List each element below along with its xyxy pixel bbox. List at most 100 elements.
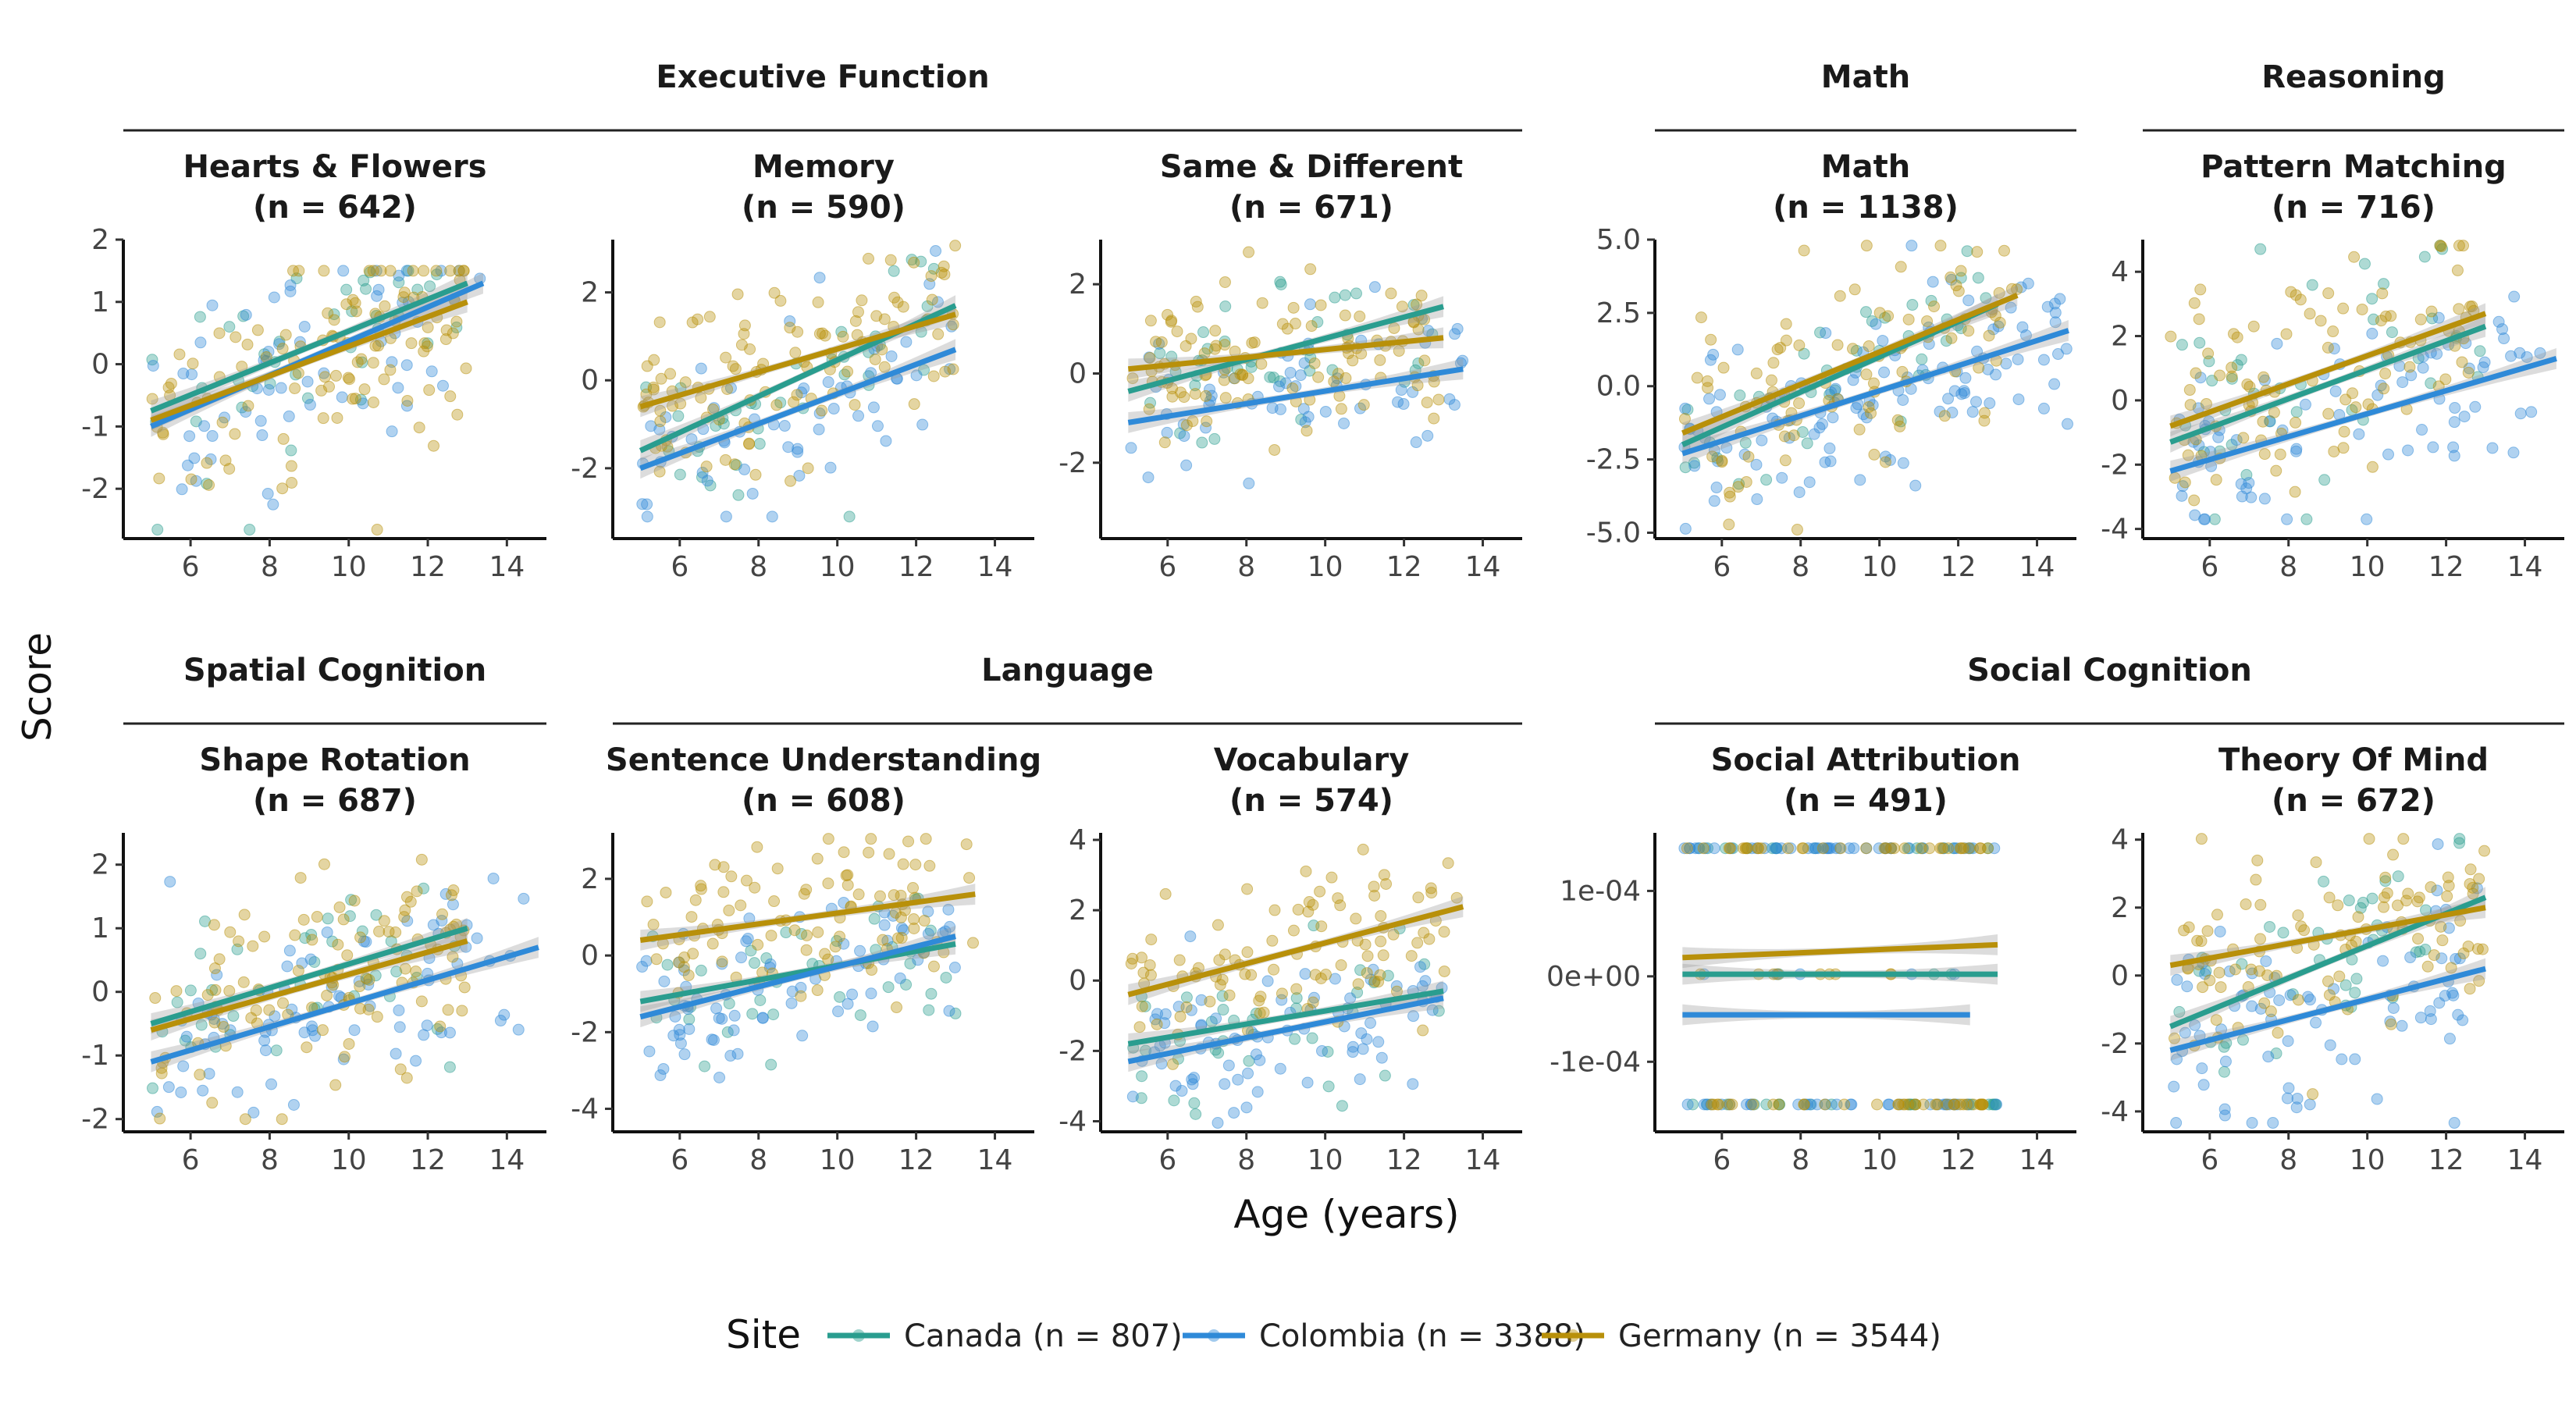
data-point	[494, 1015, 507, 1027]
data-point	[2350, 401, 2362, 414]
data-point	[2005, 301, 2017, 314]
data-point	[211, 969, 223, 981]
data-point	[1187, 415, 1199, 428]
data-point	[1305, 320, 1318, 333]
data-point	[424, 280, 436, 293]
data-point	[1703, 393, 1716, 405]
data-point	[1190, 295, 1202, 308]
data-point	[2165, 330, 2177, 343]
data-point	[1962, 842, 1975, 855]
data-point	[2199, 513, 2211, 525]
legend-title: Site	[726, 1312, 801, 1357]
data-point	[1374, 354, 1386, 366]
data-point	[849, 399, 861, 411]
data-point	[2019, 329, 2032, 342]
y-tick-label: 0	[2111, 960, 2129, 992]
data-point	[1438, 926, 1450, 938]
x-tick-label: 14	[2507, 1144, 2543, 1176]
data-point	[1704, 354, 1717, 366]
fit-line-germany	[2169, 905, 2486, 969]
data-point	[279, 329, 292, 341]
data-point	[1407, 1078, 1419, 1090]
panel-title: Hearts & Flowers	[183, 149, 486, 185]
data-point	[873, 890, 886, 902]
data-point	[2366, 293, 2379, 305]
y-tick-label: -2	[81, 1104, 109, 1136]
data-point	[1934, 240, 1947, 252]
data-point	[1166, 1058, 1179, 1070]
data-point	[2179, 476, 2191, 489]
x-tick-label: 10	[2350, 1144, 2386, 1176]
data-point	[194, 1069, 206, 1081]
data-point	[283, 410, 295, 422]
data-point	[1197, 326, 1210, 339]
data-point	[154, 1112, 166, 1125]
data-point	[440, 324, 453, 336]
data-point	[949, 1007, 962, 1019]
data-point	[1819, 1098, 1831, 1111]
data-point	[1136, 1000, 1148, 1012]
data-point	[2285, 286, 2297, 298]
data-point	[1284, 366, 1297, 379]
data-point	[819, 948, 831, 960]
data-point	[2464, 863, 2477, 876]
data-point	[1190, 1108, 1202, 1120]
data-point	[1218, 374, 1230, 386]
data-point	[1303, 896, 1315, 909]
fit-line-germany	[639, 311, 957, 410]
data-point	[1162, 308, 1174, 321]
data-point	[849, 315, 862, 327]
data-point	[754, 994, 767, 1006]
data-point	[1710, 482, 1723, 494]
data-point	[435, 265, 447, 277]
data-point	[2353, 428, 2365, 440]
data-point	[1268, 963, 1280, 976]
data-point	[738, 319, 751, 332]
data-point	[1450, 891, 1463, 904]
data-point	[1793, 339, 1806, 351]
x-axis-title: Age (years)	[1233, 1192, 1459, 1237]
fit-line-germany	[1127, 335, 1444, 372]
data-point	[2281, 513, 2293, 525]
data-point	[2496, 323, 2509, 336]
data-point	[1380, 877, 1393, 890]
data-point	[1299, 968, 1311, 980]
data-point	[1357, 843, 1369, 855]
data-point	[1372, 1036, 1385, 1048]
data-point	[924, 924, 937, 937]
data-point	[1860, 240, 1873, 252]
data-point	[1184, 930, 1197, 943]
data-point	[173, 348, 186, 361]
data-point	[263, 1004, 276, 1016]
data-point	[436, 379, 449, 392]
data-point	[1298, 357, 1311, 369]
data-point	[398, 911, 411, 923]
data-point	[1415, 290, 1428, 302]
data-point	[685, 433, 698, 446]
panel-theory-of-mind: Theory Of Mind (n = 672) 6 8 10 12 14 -4 -2 0 2 4	[2101, 742, 2564, 1176]
legend-key-point	[1208, 1329, 1220, 1342]
data-point	[195, 1019, 208, 1031]
fit-line-canada	[2169, 323, 2487, 445]
data-point	[223, 321, 236, 333]
data-point	[689, 894, 702, 906]
data-point	[798, 887, 810, 900]
data-point	[1412, 891, 1425, 904]
data-point	[1989, 309, 2001, 322]
data-point	[2184, 399, 2197, 411]
data-point	[421, 1019, 433, 1032]
data-point	[2280, 328, 2293, 340]
data-point	[838, 846, 850, 859]
data-point	[1984, 397, 1996, 410]
data-point	[2300, 513, 2313, 525]
data-point	[425, 365, 438, 378]
data-point	[393, 276, 405, 289]
data-point	[439, 333, 452, 346]
data-point	[1204, 383, 1216, 396]
data-point	[2363, 833, 2375, 845]
data-point	[421, 340, 433, 353]
fit-line-germany	[1682, 941, 1998, 961]
data-point	[360, 972, 372, 984]
data-point	[1350, 912, 1362, 925]
data-point	[2257, 415, 2269, 428]
